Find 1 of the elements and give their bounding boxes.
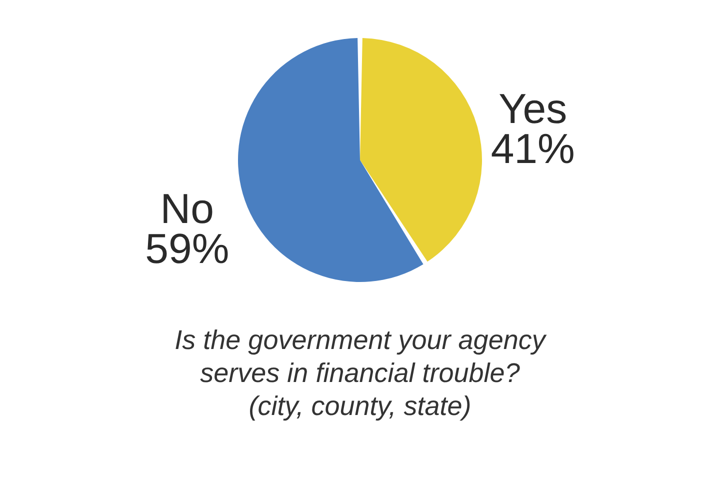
- text: Is the government your agency serves in financial trouble? (city, county, state): [174, 325, 547, 421]
